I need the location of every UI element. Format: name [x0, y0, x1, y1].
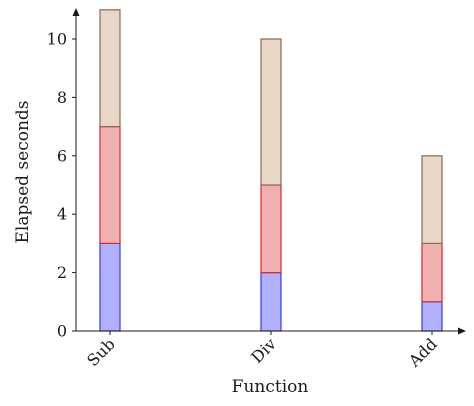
bar-div-segment-1 — [260, 272, 282, 332]
y-axis-label: Elapsed seconds — [13, 100, 33, 243]
y-tick-label-2: 2 — [57, 263, 67, 282]
x-axis-label: Function — [232, 377, 309, 397]
bar-add-segment-1 — [421, 301, 443, 332]
bar-sub-segment-1 — [99, 242, 121, 332]
bar-sub-segment-3 — [99, 9, 121, 128]
y-tick-label-4: 4 — [57, 205, 67, 224]
bar-div-segment-3 — [260, 38, 282, 186]
x-tick-label-div: Div — [247, 334, 280, 367]
y-tick-label-10: 10 — [47, 30, 67, 49]
bar-sub-segment-2 — [99, 125, 121, 245]
bar-add-segment-3 — [421, 155, 443, 245]
y-tick-label-0: 0 — [57, 322, 67, 341]
bars-layer — [99, 9, 443, 332]
axes-layer — [72, 8, 466, 335]
bar-add-segment-2 — [421, 242, 443, 303]
y-tick-label-6: 6 — [57, 146, 67, 165]
y-tick-label-8: 8 — [57, 88, 67, 107]
x-tick-label-sub: Sub — [83, 334, 119, 370]
bar-div-segment-2 — [260, 184, 282, 274]
x-axis-arrow — [458, 327, 466, 335]
y-axis-arrow — [72, 8, 80, 16]
x-tick-label-add: Add — [404, 334, 441, 371]
